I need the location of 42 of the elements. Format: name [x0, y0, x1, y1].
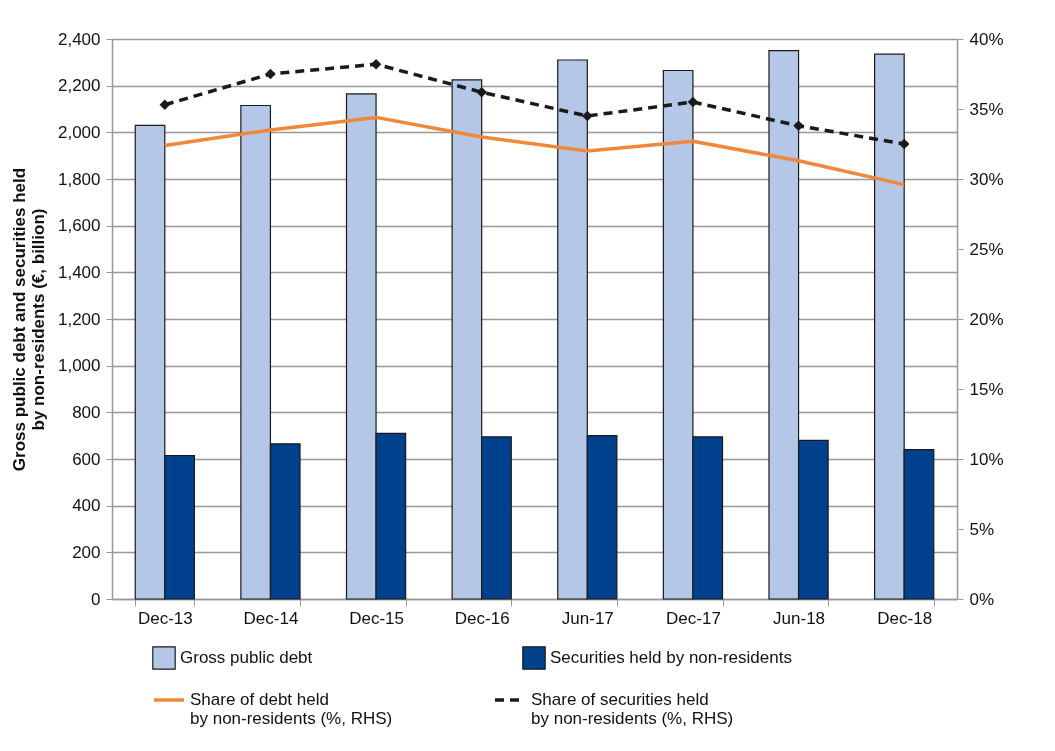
point	[582, 110, 593, 122]
point	[476, 86, 487, 98]
y2-tick-label: 30%	[969, 169, 1004, 189]
y2-tick-label: 15%	[969, 379, 1004, 399]
x-tick-label: Jun-17	[561, 608, 614, 628]
x-tick-label: Dec-17	[666, 608, 721, 628]
legend-label: Share of securities held by non-residents (%, RHS)	[531, 690, 734, 728]
y-tick-label: 2,000	[57, 122, 101, 142]
legend-label: Gross public debt	[180, 648, 313, 667]
point	[265, 68, 276, 80]
x-tick-label: Dec-13	[137, 608, 193, 628]
y-tick-label: 1,000	[57, 356, 101, 376]
point	[687, 96, 699, 108]
y-tick-label: 2,200	[57, 76, 101, 96]
y2-tick-label: 10%	[969, 449, 1004, 469]
y2-tick-label: 40%	[969, 29, 1004, 49]
y2-tick-label: 5%	[969, 519, 995, 539]
y2-tick-label: 0%	[969, 589, 995, 609]
y-tick-label: 1,600	[57, 216, 101, 236]
x-tick-label: Dec-14	[243, 608, 299, 628]
y-tick-label: 800	[72, 402, 101, 422]
y-tick-label: 600	[72, 449, 101, 469]
y-tick-label: 0	[91, 589, 101, 609]
x-tick-label: Jun-18	[773, 608, 826, 628]
y-tick-label: 1,200	[57, 309, 101, 329]
point	[159, 99, 171, 111]
x-tick-label: Dec-18	[877, 608, 933, 628]
y-tick-label: 1,400	[57, 262, 101, 282]
y2-tick-label: 20%	[969, 309, 1004, 329]
legend-label: Share of debt held by non-residents (%, RHS)	[190, 690, 393, 728]
y-tick-label: 400	[72, 496, 101, 516]
y-tick-label: 200	[72, 542, 101, 562]
x-tick-label: Dec-16	[454, 608, 510, 628]
x-tick-label: Dec-15	[349, 608, 404, 628]
y2-tick-label: 25%	[969, 239, 1004, 259]
y-tick-label: 2,400	[57, 29, 101, 49]
legend-label: Securities held by non-residents	[550, 648, 792, 667]
y-tick-label: 1,800	[57, 169, 101, 189]
y-axis-title: Gross public debt and securities held by non-residents (€, billion)	[9, 167, 48, 472]
line-series	[163, 115, 906, 187]
point	[793, 120, 804, 132]
y2-tick-label: 35%	[969, 99, 1004, 119]
